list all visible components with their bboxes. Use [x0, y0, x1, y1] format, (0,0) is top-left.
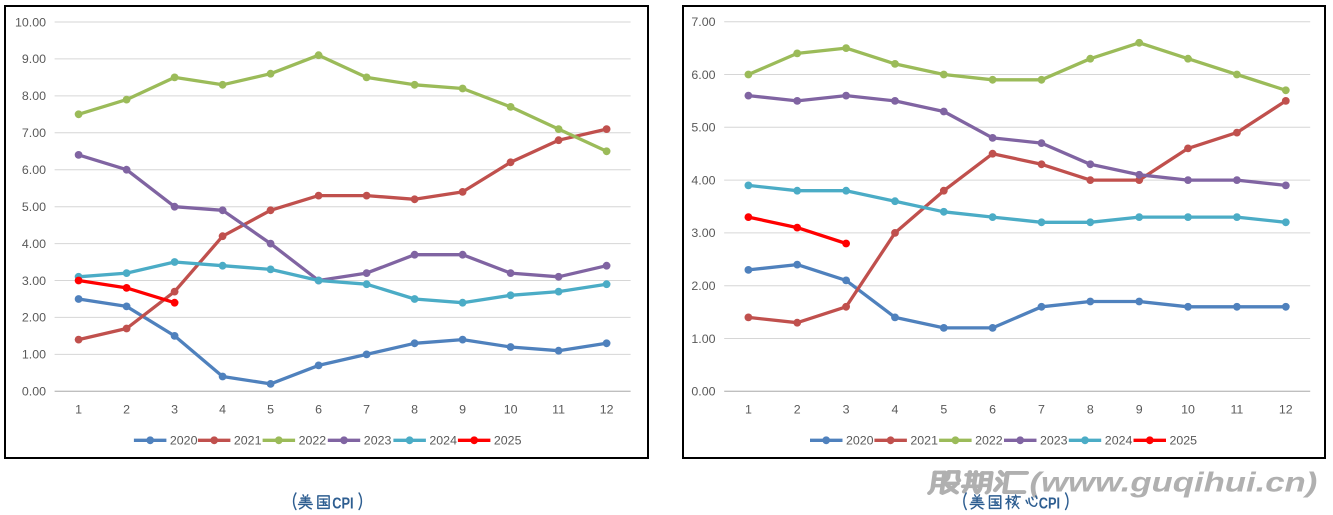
svg-text:1: 1: [75, 403, 82, 417]
svg-text:10.00: 10.00: [15, 15, 46, 29]
svg-text:0.00: 0.00: [691, 385, 715, 399]
svg-text:2024: 2024: [1105, 434, 1133, 448]
svg-text:2022: 2022: [299, 434, 327, 448]
svg-text:2021: 2021: [910, 434, 938, 448]
svg-text:7: 7: [1038, 403, 1045, 417]
svg-text:2.00: 2.00: [22, 311, 46, 325]
svg-text:2023: 2023: [364, 434, 392, 448]
svg-text:10: 10: [504, 403, 518, 417]
svg-text:5.00: 5.00: [691, 121, 715, 135]
svg-text:2: 2: [123, 403, 130, 417]
svg-text:5: 5: [267, 403, 274, 417]
svg-text:4.00: 4.00: [22, 237, 46, 251]
svg-text:2: 2: [794, 403, 801, 417]
svg-text:2.00: 2.00: [691, 279, 715, 293]
svg-text:6.00: 6.00: [691, 68, 715, 82]
svg-text:3: 3: [171, 403, 178, 417]
svg-text:0.00: 0.00: [22, 385, 46, 399]
svg-text:3: 3: [843, 403, 850, 417]
svg-text:8: 8: [411, 403, 418, 417]
svg-text:11: 11: [552, 403, 565, 417]
svg-text:6: 6: [315, 403, 322, 417]
svg-text:6.00: 6.00: [22, 163, 46, 177]
svg-text:1.00: 1.00: [22, 348, 46, 362]
svg-text:5.00: 5.00: [22, 200, 46, 214]
svg-text:7.00: 7.00: [22, 126, 46, 140]
svg-text:4: 4: [219, 403, 226, 417]
svg-text:9.00: 9.00: [22, 52, 46, 66]
svg-text:CPI: CPI: [1039, 495, 1060, 513]
svg-text:7: 7: [363, 403, 370, 417]
svg-text:4.00: 4.00: [691, 173, 715, 187]
svg-text:11: 11: [1230, 403, 1243, 417]
svg-text:10: 10: [1181, 403, 1195, 417]
svg-text:7.00: 7.00: [691, 15, 715, 29]
svg-text:1.00: 1.00: [691, 332, 715, 346]
svg-text:5: 5: [940, 403, 947, 417]
svg-text:8.00: 8.00: [22, 89, 46, 103]
svg-text:12: 12: [1279, 403, 1293, 417]
svg-text:2023: 2023: [1040, 434, 1068, 448]
svg-text:2021: 2021: [234, 434, 262, 448]
svg-text:(www.guqihui.cn): (www.guqihui.cn): [1030, 466, 1318, 498]
svg-text:2025: 2025: [494, 434, 522, 448]
svg-text:9: 9: [1136, 403, 1143, 417]
svg-text:12: 12: [600, 403, 614, 417]
svg-text:3.00: 3.00: [22, 274, 46, 288]
svg-text:2020: 2020: [846, 434, 874, 448]
svg-text:4: 4: [892, 403, 899, 417]
svg-text:6: 6: [989, 403, 996, 417]
svg-text:CPI: CPI: [332, 495, 353, 513]
svg-text:1: 1: [745, 403, 752, 417]
svg-text:8: 8: [1087, 403, 1094, 417]
svg-text:2025: 2025: [1170, 434, 1198, 448]
svg-text:3.00: 3.00: [691, 226, 715, 240]
svg-text:9: 9: [459, 403, 466, 417]
svg-text:2022: 2022: [975, 434, 1003, 448]
svg-text:2020: 2020: [170, 434, 198, 448]
svg-text:2024: 2024: [429, 434, 457, 448]
